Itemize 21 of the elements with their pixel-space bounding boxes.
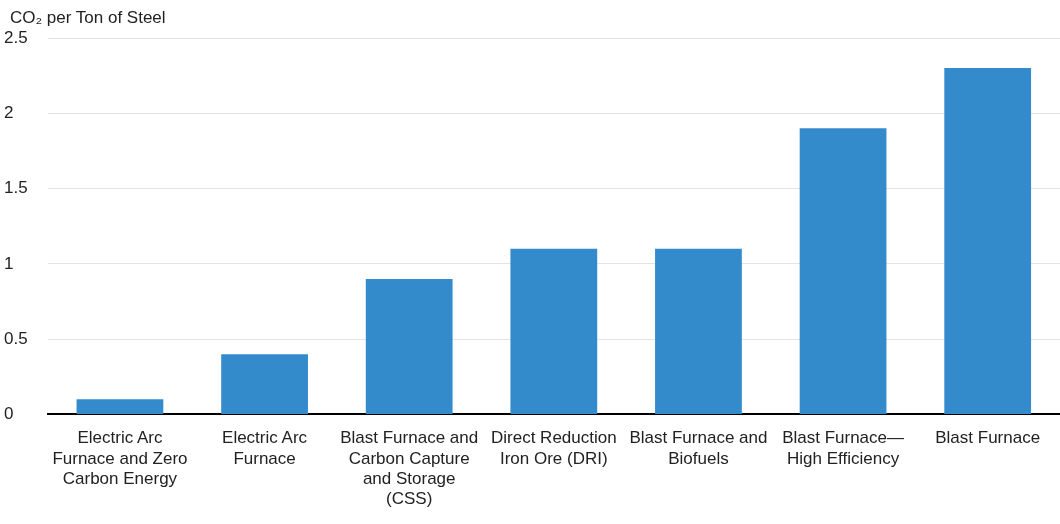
bar: [944, 68, 1032, 414]
x-tick-label: Direct Reduction Iron Ore (DRI): [490, 428, 617, 468]
x-tick-label: Electric Arc Furnace: [222, 428, 308, 468]
y-tick-label: 1.5: [4, 178, 28, 198]
y-tick-label: 0.5: [4, 328, 28, 348]
y-axis-title: CO₂ per Ton of Steel: [10, 8, 166, 28]
bar: [655, 248, 742, 414]
x-tick-label: Blast Furnace and Carbon Capture and Storage (CSS): [340, 428, 479, 509]
y-tick-label: 2: [4, 102, 14, 122]
y-tick-label: 1: [4, 253, 14, 273]
y-tick-label: 0: [4, 404, 14, 424]
x-tick-label: Blast Furnace: [935, 428, 1041, 448]
x-tick-label: Electric Arc Furnace and Zero Carbon Energy: [52, 428, 188, 489]
bar: [510, 248, 598, 414]
bar: [221, 354, 308, 414]
x-tick-label: Blast Furnace and Biofuels: [629, 428, 768, 468]
bar: [799, 128, 887, 414]
y-tick-label: 2.5: [4, 27, 28, 47]
bar: [76, 399, 164, 414]
bar: [365, 278, 453, 414]
x-tick-label: Blast Furnace—High Efficiency: [782, 428, 905, 468]
